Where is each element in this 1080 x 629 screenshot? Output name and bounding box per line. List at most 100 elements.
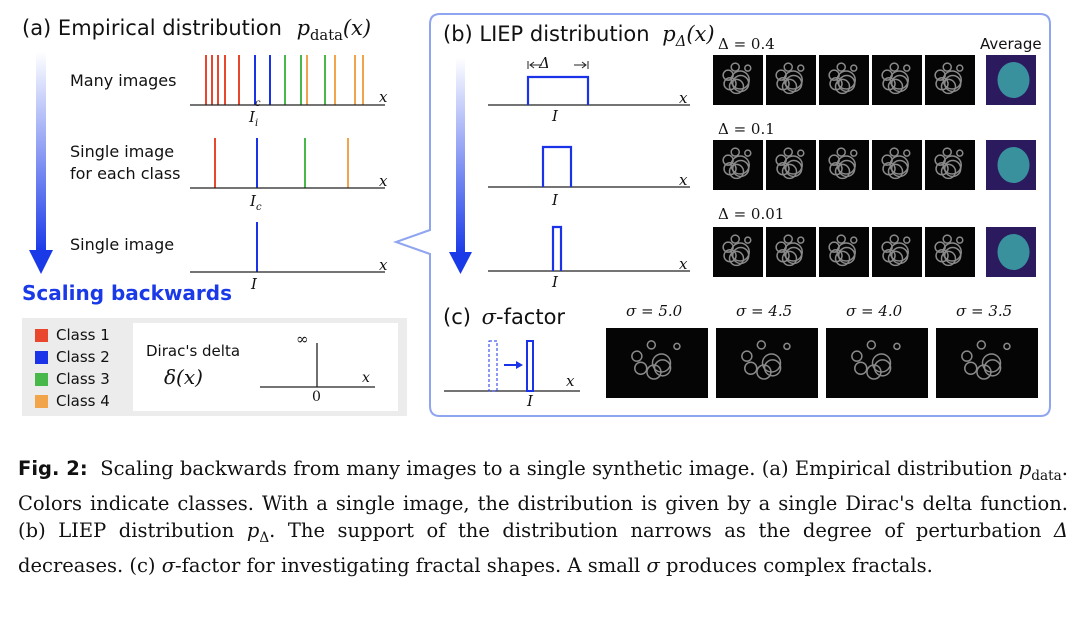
- fractal-swirl: [881, 154, 893, 166]
- fractal-swirl: [728, 163, 745, 180]
- fractal-swirl: [730, 242, 750, 262]
- row3-axis-var: x: [379, 256, 388, 274]
- liep-row3-support: [551, 225, 563, 271]
- delta-label-0.1: Δ = 0.1: [718, 120, 775, 138]
- fractal-swirl: [836, 242, 856, 262]
- row1-axis-var: x: [379, 88, 388, 106]
- fractal-swirl: [836, 147, 846, 157]
- fractal-swirl: [781, 250, 798, 267]
- fractal-swirl: [834, 163, 851, 180]
- fractal-swirl: [829, 77, 843, 91]
- dirac-zero: 0: [312, 389, 321, 405]
- liep-sample-r3-c3-graphic: [828, 234, 858, 267]
- liep-sample-r3-c2-graphic: [775, 234, 805, 267]
- delta-marker: Δ: [539, 54, 550, 72]
- panel-c-title: (c) σ-factor: [443, 305, 566, 329]
- dirac-axis-var: x: [362, 370, 370, 386]
- fractal-swirl: [646, 340, 657, 350]
- fractal-swirl: [722, 69, 734, 81]
- fractal-swirl: [903, 64, 911, 72]
- liep-sample-r3-c2: [766, 227, 816, 277]
- fractal-swirl: [889, 234, 899, 244]
- liep-average-r2-graphic: [997, 147, 1030, 183]
- liep-sample-r3-c5: [925, 227, 975, 277]
- liep-sample-r3-c1-graphic: [722, 234, 752, 267]
- fractal-swirl: [730, 70, 750, 90]
- c-tick: I: [527, 392, 533, 410]
- fractal-swirl: [889, 62, 899, 72]
- liep-sample-r1-c3-graphic: [828, 62, 858, 95]
- fractal-swirl: [854, 361, 868, 376]
- fractal-swirl: [882, 249, 896, 263]
- delta-label-0.01: Δ = 0.01: [718, 205, 785, 223]
- row2-axis-var: x: [379, 172, 388, 190]
- fractal-swirl: [828, 69, 840, 81]
- fractal-swirl: [850, 149, 858, 157]
- liep-sample-r3-c5-graphic: [934, 234, 964, 267]
- fractal-swirl: [723, 162, 737, 176]
- sigma-label-4.0: σ = 4.0: [846, 302, 903, 320]
- b-row3-axis-var: x: [679, 255, 688, 273]
- fractal-swirl: [744, 149, 752, 157]
- fractal-swirl: [887, 163, 904, 180]
- fractal-swirl: [881, 69, 893, 81]
- fractal-swirl: [942, 234, 952, 244]
- fractal-swirl: [775, 154, 787, 166]
- fractal-swirl: [935, 77, 949, 91]
- sigma-sample-4-graphic: [961, 340, 1011, 380]
- row2-tick: Ic: [250, 192, 262, 213]
- liep-row2-support: [541, 145, 573, 187]
- sigma-label-4.5: σ = 4.5: [736, 302, 793, 320]
- b-row1-tick: I: [552, 107, 558, 125]
- fractal-swirl: [882, 162, 896, 176]
- fractal-swirl: [889, 242, 909, 262]
- sigma-sample-2-graphic: [741, 340, 791, 380]
- fractal-swirl: [673, 342, 681, 351]
- fractal-swirl: [776, 77, 790, 91]
- b-row2-tick: I: [552, 191, 558, 209]
- panel-c-plot: [444, 340, 580, 392]
- fractal-swirl: [942, 62, 952, 72]
- fractal-swirl: [850, 236, 858, 244]
- fractal-swirl: [889, 147, 899, 157]
- liep-sample-r2-c3-graphic: [828, 147, 858, 180]
- fractal-swirl: [881, 241, 893, 253]
- class1-swatch: [35, 328, 48, 342]
- fractal-swirl: [722, 241, 734, 253]
- dirac-box: [133, 323, 398, 411]
- fractal-swirl: [730, 62, 740, 72]
- liep-sample-r2-c2-graphic: [775, 147, 805, 180]
- fractal-swirl: [836, 62, 846, 72]
- fractal-swirl: [829, 162, 843, 176]
- fractal-swirl: [646, 364, 662, 380]
- fractal-swirl: [730, 234, 740, 244]
- panel-a-title: (a) Empirical distribution pdata(x): [22, 16, 372, 45]
- liep-average-r2: [986, 140, 1036, 190]
- fractal-swirl: [797, 236, 805, 244]
- sigma-sample-3-graphic: [851, 340, 901, 380]
- fractal-swirl: [956, 236, 964, 244]
- legend-item-class4: Class 4: [35, 390, 110, 412]
- dirac-symbol: δ(x): [164, 365, 203, 389]
- legend: Class 1 Class 2 Class 3 Class 4: [35, 324, 110, 412]
- liep-sample-r1-c2-graphic: [775, 62, 805, 95]
- dirac-label: Dirac's delta: [146, 342, 241, 360]
- fractal-swirl: [730, 147, 740, 157]
- fractal-swirl: [934, 241, 946, 253]
- fractal-swirl: [722, 154, 734, 166]
- liep-sample-r1-c1: [713, 55, 763, 105]
- b-row2-axis-var: x: [679, 171, 688, 189]
- liep-sample-r3-c3: [819, 227, 869, 277]
- row-label-many: Many images: [70, 71, 177, 90]
- fractal-swirl: [653, 359, 672, 377]
- fractal-swirl: [850, 64, 858, 72]
- fractal-swirl: [866, 340, 877, 350]
- fractal-swirl: [723, 77, 737, 91]
- fractal-swirl: [851, 350, 863, 362]
- fractal-swirl: [866, 364, 882, 380]
- panel-bc-frame: [392, 13, 1051, 417]
- sigma-sample-1: [606, 328, 708, 398]
- fractal-swirl: [889, 70, 909, 90]
- class3-swatch: [35, 372, 48, 386]
